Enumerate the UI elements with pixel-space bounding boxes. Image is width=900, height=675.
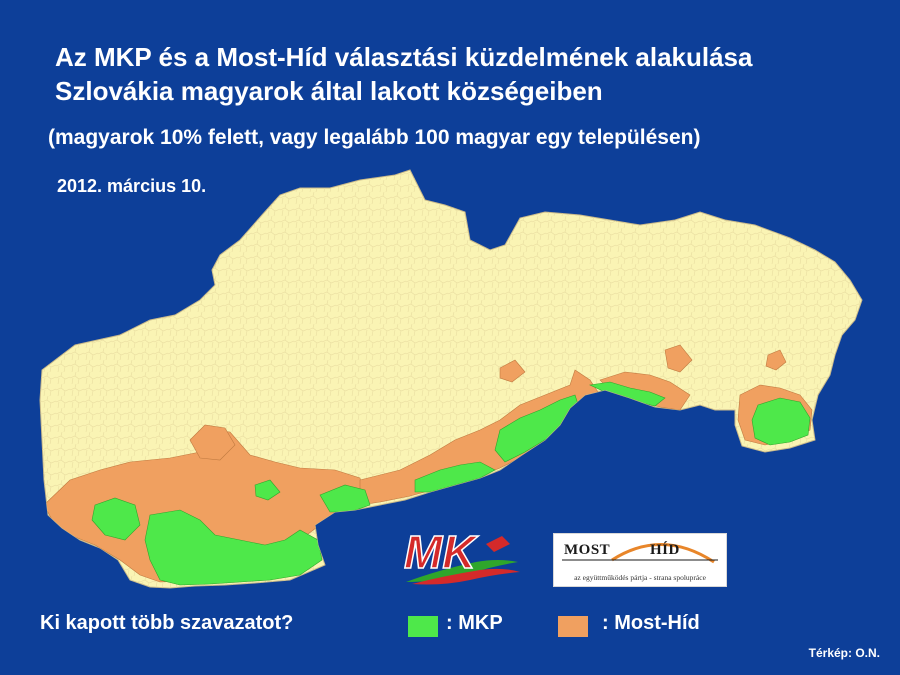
legend: Ki kapott több szavazatot? : MKP : Most-…	[40, 612, 900, 642]
most-hid-tagline: az együttműködés pártja - strana spolupr…	[574, 573, 706, 582]
map-credit: Térkép: O.N.	[808, 646, 880, 660]
date-label: 2012. március 10.	[57, 176, 207, 196]
mkp-logo-red-swoosh	[412, 568, 520, 585]
mkp-region-dunajska	[91, 497, 141, 541]
most-hid-word-hid: HÍD	[650, 542, 680, 558]
mkp-regions	[91, 381, 811, 586]
legend-label-most-hid: : Most-Híd	[602, 612, 700, 634]
legend-label-mkp: : MKP	[446, 612, 503, 634]
mkp-region-kralovsky	[751, 397, 811, 446]
legend-swatch-most-hid	[558, 616, 588, 637]
mkp-region-nitra-small	[254, 479, 281, 501]
most-hid-bridge-arc	[611, 543, 715, 564]
most-hid-region-orange-small	[499, 359, 526, 383]
mkp-region-lucenec	[414, 461, 496, 493]
mkp-logo-green-swoosh	[406, 560, 518, 582]
page-title: Az MKP és a Most-Híd választási küzdelmé…	[55, 40, 875, 108]
most-hid-logo: MOST HÍD az együttműködés pártja - stran…	[553, 533, 727, 587]
mkp-region-komarno	[144, 509, 323, 586]
mkp-logo-arrow	[486, 536, 510, 552]
most-hid-region-north-east	[664, 344, 693, 373]
most-hid-region-galanta	[189, 424, 236, 461]
mkp-logo-text: MK	[404, 526, 478, 578]
subtitle: (magyarok 10% felett, vagy legalább 100 …	[48, 126, 701, 149]
legend-swatch-mkp	[408, 616, 438, 637]
mkp-region-levice	[319, 484, 371, 513]
title-line-2: Szlovákia magyarok által lakott községei…	[55, 76, 603, 106]
mkp-logo: MK	[398, 522, 523, 592]
most-hid-word-most: MOST	[564, 542, 611, 558]
title-line-1: Az MKP és a Most-Híd választási küzdelmé…	[55, 42, 753, 72]
most-hid-region-north-east-2	[765, 349, 787, 371]
legend-question: Ki kapott több szavazatot?	[40, 612, 294, 634]
